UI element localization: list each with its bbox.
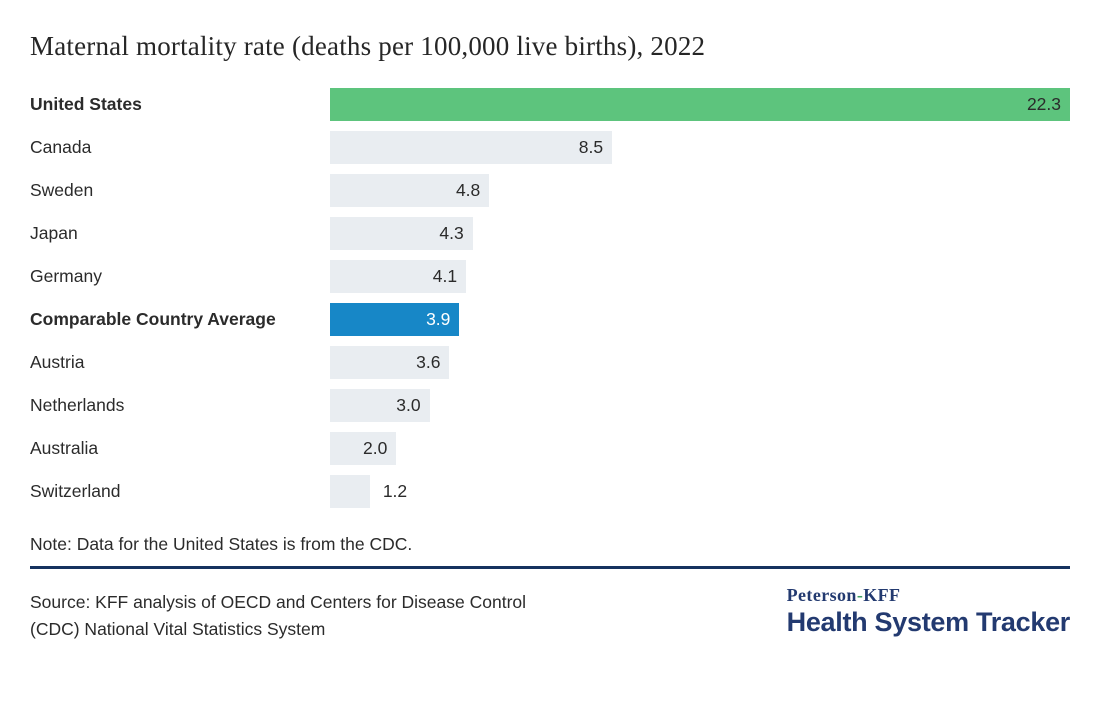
chart-row: Switzerland 1.2 — [30, 475, 1070, 508]
logo-wordmark-bottom: Health System Tracker — [786, 607, 1071, 637]
bar-value: 1.2 — [382, 481, 408, 501]
footer: Source: KFF analysis of OECD and Centers… — [30, 585, 1070, 643]
bar: 2.0 — [330, 432, 397, 465]
chart-title: Maternal mortality rate (deaths per 100,… — [30, 31, 706, 61]
row-label: Austria — [30, 352, 85, 372]
bar-area: 22.3 — [330, 88, 1070, 121]
peterson-kff-logo: Peterson-KFF Health System Tracker — [786, 585, 1071, 637]
row-label: Sweden — [30, 180, 94, 200]
bar: 4.8 — [330, 174, 490, 207]
row-label: Japan — [30, 223, 78, 243]
bar-area: 4.1 — [330, 260, 1070, 293]
source-text: Source: KFF analysis of OECD and Centers… — [30, 589, 526, 643]
row-label: Canada — [30, 137, 92, 157]
bar-value: 3.9 — [426, 309, 451, 329]
bar: 8.5 — [330, 131, 613, 164]
chart-row: Japan 4.3 — [30, 217, 1070, 250]
bar-value: 2.0 — [363, 438, 388, 458]
bar-area: 3.9 — [330, 303, 1070, 336]
bar-area: 4.8 — [330, 174, 1070, 207]
bar: 22.3 — [330, 88, 1070, 121]
bar: 4.1 — [330, 260, 467, 293]
row-label: Comparable Country Average — [30, 309, 276, 329]
chart-row: Germany 4.1 — [30, 260, 1070, 293]
bar-value: 3.6 — [416, 352, 441, 372]
bar — [330, 475, 370, 508]
row-label: Australia — [30, 438, 99, 458]
source-line-2: (CDC) National Vital Statistics System — [30, 619, 326, 639]
chart-note: Note: Data for the United States is from… — [30, 534, 413, 554]
bar: 3.6 — [330, 346, 450, 379]
bar-chart: United States 22.3 Canada 8.5 Sweden 4.8 Japan… — [30, 88, 1070, 508]
logo-wordmark-top: Peterson-KFF — [787, 585, 1070, 606]
bar: 4.3 — [330, 217, 473, 250]
bar-value: 4.1 — [432, 266, 458, 286]
row-label: Germany — [30, 266, 102, 286]
source-line-1: Source: KFF analysis of OECD and Centers… — [30, 592, 527, 612]
bar: 3.0 — [330, 389, 430, 422]
bar-value: 4.8 — [455, 180, 481, 200]
bar-area: 3.0 — [330, 389, 1070, 422]
row-label: Netherlands — [30, 395, 125, 415]
chart-row: Canada 8.5 — [30, 131, 1070, 164]
chart-row: Netherlands 3.0 — [30, 389, 1070, 422]
bar-area: 4.3 — [330, 217, 1070, 250]
bar-value: 4.3 — [439, 223, 464, 243]
logo-hyphen: - — [856, 585, 864, 605]
chart-row: United States 22.3 — [30, 88, 1070, 121]
row-label: United States — [30, 94, 142, 114]
bar-area: 8.5 — [330, 131, 1070, 164]
bar-area: 2.0 — [330, 432, 1070, 465]
bar-area: 3.6 — [330, 346, 1070, 379]
chart-row: Australia 2.0 — [30, 432, 1070, 465]
bar-area: 1.2 — [330, 475, 1070, 508]
logo-peterson: Peterson — [786, 585, 857, 605]
logo-kff: KFF — [863, 585, 901, 605]
divider-rule — [30, 566, 1070, 569]
bar: 3.9 — [330, 303, 460, 336]
chart-row: Comparable Country Average 3.9 — [30, 303, 1070, 336]
row-label: Switzerland — [30, 481, 121, 501]
bar-value: 8.5 — [578, 137, 604, 157]
chart-row: Austria 3.6 — [30, 346, 1070, 379]
bar-value: 22.3 — [1026, 94, 1061, 114]
chart-row: Sweden 4.8 — [30, 174, 1070, 207]
bar-value: 3.0 — [396, 395, 421, 415]
